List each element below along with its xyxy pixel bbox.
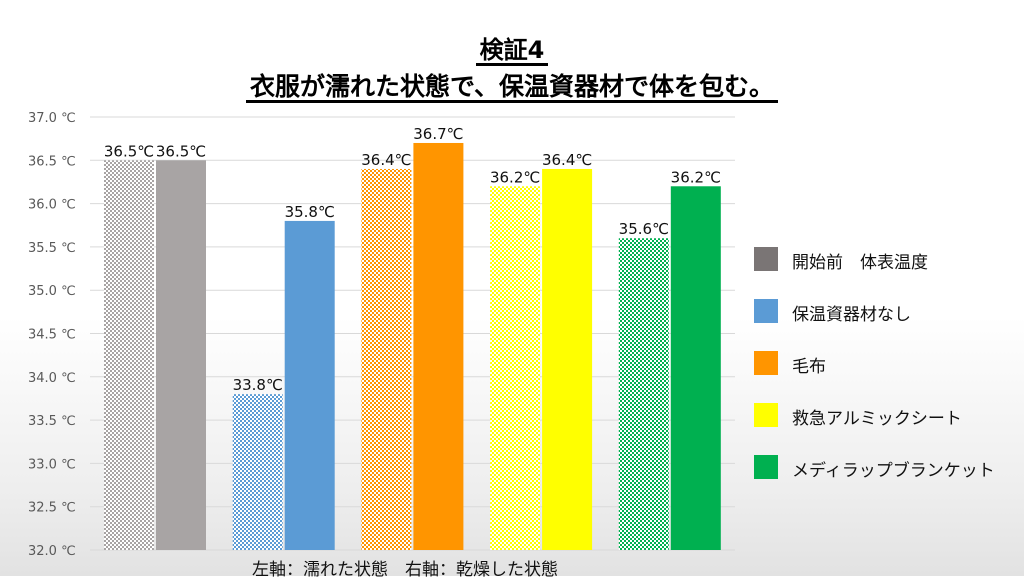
legend-swatch xyxy=(754,351,778,375)
bar-wet xyxy=(490,186,541,550)
data-label: 36.2℃ xyxy=(490,168,540,186)
legend-swatch xyxy=(754,299,778,323)
bar-wet xyxy=(232,394,283,550)
bar-dry xyxy=(284,220,335,551)
chart-title-text-2: 衣服が濡れた状態で、保温資器材で体を包む。 xyxy=(245,73,778,104)
y-tick-label: 36.0 ℃ xyxy=(28,198,76,213)
y-tick-label: 33.0 ℃ xyxy=(28,457,76,472)
data-label: 36.7℃ xyxy=(413,125,463,143)
data-label: 36.2℃ xyxy=(671,168,721,186)
legend-swatch xyxy=(754,403,778,427)
data-label: 36.5℃ xyxy=(156,142,206,160)
bar-dry xyxy=(542,168,593,550)
legend-label: 保温資器材なし xyxy=(792,305,911,325)
y-tick-label: 34.5 ℃ xyxy=(28,328,76,343)
axis-caption: 左軸：濡れた状態 右軸：乾燥した状態 xyxy=(252,560,558,580)
y-tick-label: 32.5 ℃ xyxy=(28,501,76,516)
legend-label: 開始前 体表温度 xyxy=(792,253,928,273)
legend-swatch xyxy=(754,455,778,479)
bar-wet xyxy=(361,168,412,550)
data-label: 36.4℃ xyxy=(361,151,411,169)
data-label: 33.8℃ xyxy=(233,376,283,394)
chart-title-text-1: 検証4 xyxy=(475,37,549,67)
bar-dry xyxy=(156,160,206,551)
data-label: 36.4℃ xyxy=(542,151,592,169)
y-tick-label: 32.0 ℃ xyxy=(28,544,76,559)
y-tick-label: 37.0 ℃ xyxy=(28,111,76,126)
data-label: 35.6℃ xyxy=(619,220,669,238)
y-tick-label: 36.5 ℃ xyxy=(28,154,76,169)
legend-label: 毛布 xyxy=(792,357,826,377)
legend-label: 救急アルミックシート xyxy=(792,409,962,429)
data-label: 35.8℃ xyxy=(285,203,335,221)
data-label: 36.5℃ xyxy=(104,142,154,160)
bar-dry xyxy=(413,142,464,551)
y-tick-label: 35.0 ℃ xyxy=(28,284,76,299)
bar-dry xyxy=(670,186,721,550)
y-tick-label: 33.5 ℃ xyxy=(28,414,76,429)
chart-title-line-1: 検証4 xyxy=(0,36,1024,67)
bar-wet xyxy=(104,160,154,551)
legend-swatch xyxy=(754,247,778,271)
bar-wet xyxy=(618,238,669,551)
y-tick-label: 34.0 ℃ xyxy=(28,371,76,386)
chart-title-line-2: 衣服が濡れた状態で、保温資器材で体を包む。 xyxy=(0,72,1024,104)
y-tick-label: 35.5 ℃ xyxy=(28,241,76,256)
legend-label: メディラップブランケット xyxy=(792,461,995,481)
